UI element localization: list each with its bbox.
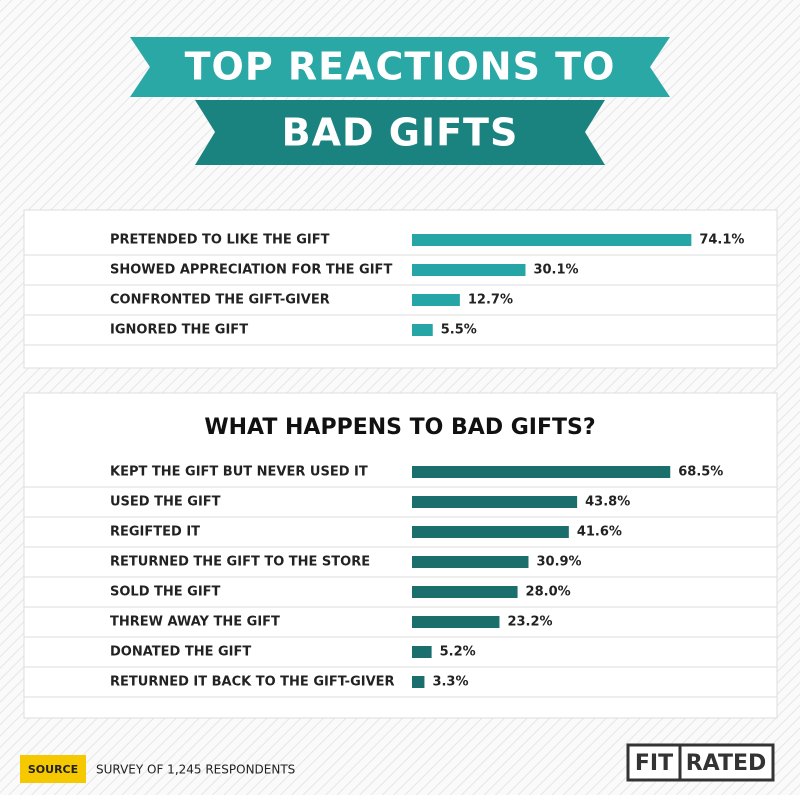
bar xyxy=(412,496,578,508)
chart-title: WHAT HAPPENS TO BAD GIFTS? xyxy=(204,415,595,440)
bar xyxy=(412,526,569,538)
category-label: IGNORED THE GIFT xyxy=(110,323,248,338)
bar xyxy=(412,616,500,628)
bar xyxy=(412,234,692,246)
category-label: REGIFTED IT xyxy=(110,525,200,540)
panel xyxy=(23,392,778,719)
value-label: 74.1% xyxy=(699,233,744,248)
bar xyxy=(412,646,432,658)
source: SURVEY OF 1,245 RESPONDENTS xyxy=(96,763,295,777)
bar xyxy=(412,264,526,276)
bar xyxy=(412,324,433,336)
banner xyxy=(130,37,670,97)
value-label: 28.0% xyxy=(526,585,571,600)
value-label: 68.5% xyxy=(678,465,723,480)
category-label: DONATED THE GIFT xyxy=(110,645,251,660)
title-line: TOP REACTIONS TO xyxy=(185,45,616,89)
value-label: 12.7% xyxy=(468,293,513,308)
category-label: CONFRONTED THE GIFT-GIVER xyxy=(110,293,330,308)
bar xyxy=(412,466,671,478)
bar xyxy=(412,676,425,688)
value-label: 30.1% xyxy=(533,263,578,278)
bar xyxy=(412,556,529,568)
source-badge xyxy=(20,755,86,783)
value-label: 5.5% xyxy=(441,323,477,338)
logo-text: FIT xyxy=(635,751,673,776)
category-label: KEPT THE GIFT BUT NEVER USED IT xyxy=(110,465,368,480)
value-label: 43.8% xyxy=(585,495,630,510)
value-label: 5.2% xyxy=(440,645,476,660)
value-label: 30.9% xyxy=(536,555,581,570)
banner xyxy=(195,100,605,165)
value-label: 23.2% xyxy=(507,615,552,630)
bar xyxy=(412,586,518,598)
category-label: RETURNED IT BACK TO THE GIFT-GIVER xyxy=(110,675,395,690)
title-line: BAD GIFTS xyxy=(282,111,519,155)
category-label: SOLD THE GIFT xyxy=(110,585,221,600)
value-label: 3.3% xyxy=(432,675,468,690)
logo-text: RATED xyxy=(686,751,767,776)
logo xyxy=(626,743,775,782)
category-label: PRETENDED TO LIKE THE GIFT xyxy=(110,233,330,248)
category-label: RETURNED THE GIFT TO THE STORE xyxy=(110,555,370,570)
category-label: SHOWED APPRECIATION FOR THE GIFT xyxy=(110,263,392,278)
category-label: USED THE GIFT xyxy=(110,495,221,510)
category-label: THREW AWAY THE GIFT xyxy=(110,615,280,630)
bar xyxy=(412,294,460,306)
source-label: SOURCE xyxy=(28,763,78,776)
value-label: 41.6% xyxy=(577,525,622,540)
